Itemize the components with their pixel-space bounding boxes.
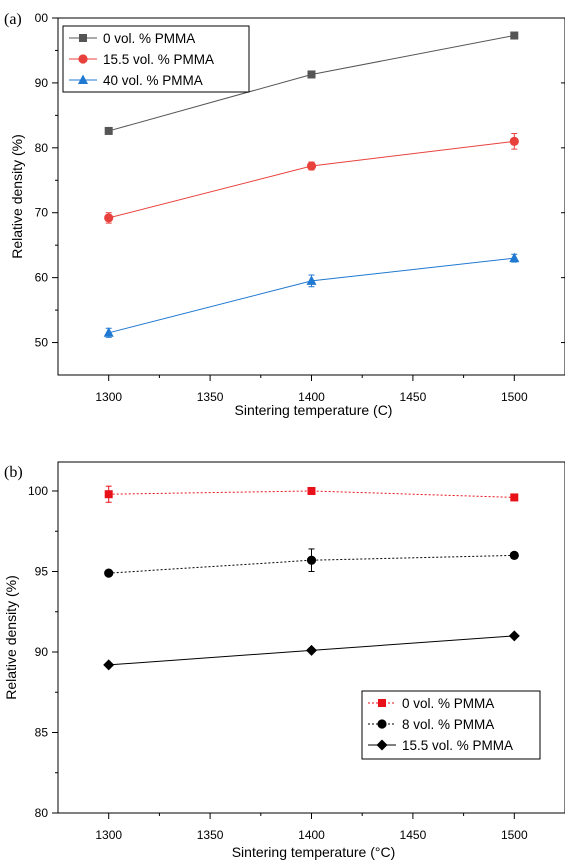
x-axis-title: Sintering temperature (C): [235, 402, 393, 418]
x-tick-label: 1500: [501, 828, 528, 842]
legend: 0 vol. % PMMA 8 vol. % PMMA 15.5 vol. % PM…: [361, 690, 541, 760]
data-point: [104, 213, 114, 223]
data-point: [103, 659, 115, 671]
y-tick-label: 100: [28, 484, 48, 498]
chart-panel-b: 1300 1350 1400 1450 1500 80 85 90 95 100 Sintering…: [3, 461, 565, 860]
legend-label: 0 vol. % PMMA: [103, 31, 195, 46]
x-tick-label: 1350: [197, 828, 224, 842]
legend-marker: [378, 699, 386, 707]
legend-label: 15.5 vol. % PMMA: [402, 738, 513, 753]
y-tick-label: 60: [35, 271, 49, 285]
series-3: [103, 630, 520, 671]
data-point: [510, 493, 519, 502]
y-axis-title: Relative density (%): [3, 575, 19, 700]
x-tick-label: 1450: [400, 390, 427, 404]
legend-marker: [377, 719, 387, 729]
series-3: [103, 252, 520, 338]
panel-label: (b): [4, 464, 23, 481]
x-tick-label: 1450: [400, 828, 427, 842]
series-2: [104, 548, 519, 578]
data-point: [104, 568, 114, 578]
x-tick-label: 1300: [95, 390, 122, 404]
series-line: [108, 140, 515, 219]
legend-label: 40 vol. % PMMA: [103, 73, 203, 88]
y-axis-title: Relative density (%): [9, 134, 25, 259]
series-2: [104, 133, 519, 224]
y-tick-label: 70: [35, 206, 49, 220]
data-point: [104, 126, 113, 135]
y-tick-label: 50: [35, 336, 49, 350]
x-tick-label: 1400: [298, 828, 325, 842]
data-point: [509, 136, 519, 146]
data-point: [509, 550, 519, 560]
legend-label: 0 vol. % PMMA: [402, 696, 494, 711]
data-point: [306, 555, 317, 565]
data-point: [306, 161, 317, 171]
y-tick-label: 95: [35, 564, 49, 578]
chart-panel-a: 1300 1350 1400 1450 1500 50 60 70 80 90 00 Sinterin…: [4, 11, 565, 418]
x-tick-label: 1400: [298, 390, 325, 404]
legend-label: 8 vol. % PMMA: [402, 717, 494, 732]
series-1: [104, 485, 519, 503]
panel-label: (a): [4, 11, 22, 28]
series-1: [104, 31, 519, 135]
data-point: [103, 327, 114, 337]
legend-marker: [376, 739, 388, 751]
x-tick-label: 1300: [95, 828, 122, 842]
y-tick-label: 80: [35, 141, 49, 155]
legend-marker: [79, 34, 87, 42]
legend-marker: [78, 74, 88, 84]
x-tick-label: 1350: [197, 390, 224, 404]
data-point: [306, 644, 317, 656]
data-point: [104, 490, 113, 499]
x-axis-title: Sintering temperature (°C): [232, 844, 396, 860]
data-point: [508, 630, 520, 642]
y-tick-label: 85: [35, 725, 49, 739]
legend-box: [361, 690, 541, 760]
y-tick-label: 90: [35, 645, 49, 659]
data-point: [307, 486, 316, 495]
data-point: [510, 31, 519, 40]
legend: 0 vol. % PMMA 15.5 vol. % PMMA 40 vol. % P…: [62, 25, 250, 93]
legend-label: 15.5 vol. % PMMA: [103, 52, 214, 67]
x-tick-label: 1500: [501, 390, 528, 404]
data-point: [509, 252, 520, 263]
y-tick-label: 90: [35, 76, 49, 90]
y-tick-label: 00: [35, 11, 49, 25]
data-point: [306, 275, 317, 285]
data-point: [307, 70, 316, 79]
series-line: [108, 257, 515, 334]
y-tick-label: 80: [35, 806, 49, 820]
legend-marker: [78, 54, 88, 64]
